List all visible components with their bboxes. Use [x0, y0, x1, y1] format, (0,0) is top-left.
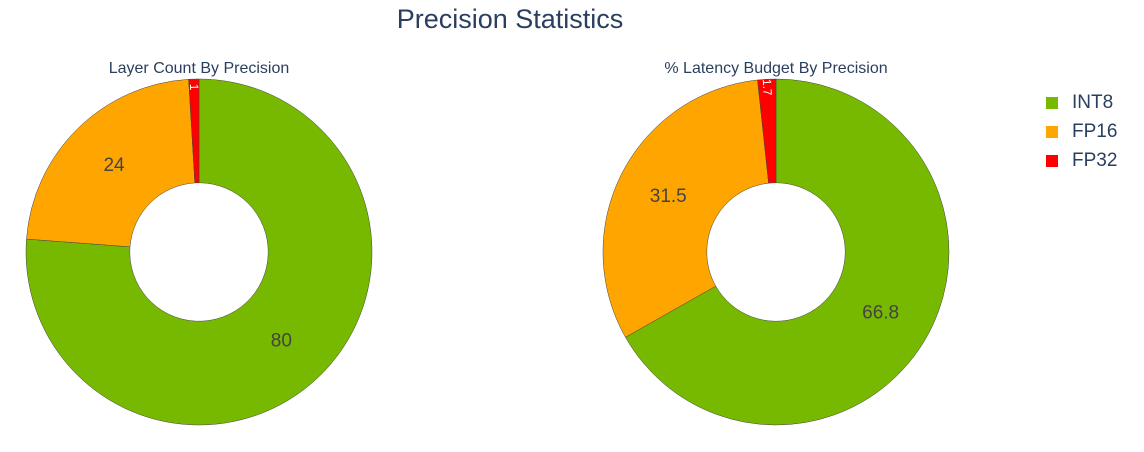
chart-subtitle-latency-budget: % Latency Budget By Precision	[664, 60, 888, 77]
legend-label-fp16: FP16	[1072, 120, 1118, 142]
legend-item-int8[interactable]: INT8	[1046, 88, 1117, 117]
legend-swatch-int8	[1046, 96, 1058, 109]
legend-item-fp16[interactable]: FP16	[1046, 117, 1117, 146]
legend-label-fp32: FP32	[1072, 149, 1118, 171]
slice-1-fp16[interactable]	[602, 79, 769, 338]
chart-subtitle-layer-count: Layer Count By Precision	[108, 60, 290, 77]
chart-title: Precision Statistics	[396, 4, 624, 34]
slice-label-0-fp32: 1	[187, 84, 201, 91]
legend-swatch-fp16	[1046, 125, 1058, 138]
slice-label-0-int8: 80	[271, 330, 292, 351]
legend-swatch-fp32	[1046, 154, 1058, 167]
legend-label-int8: INT8	[1072, 91, 1114, 113]
slice-label-1-int8: 66.8	[862, 302, 899, 323]
slice-label-1-fp32: 1.7	[760, 79, 775, 97]
slice-0-fp16[interactable]	[26, 79, 196, 248]
legend-item-fp32[interactable]: FP32	[1046, 146, 1117, 175]
legend: INT8 FP16 FP32	[1046, 88, 1117, 175]
slice-0-fp32[interactable]	[188, 78, 200, 184]
slice-1-int8[interactable]	[625, 78, 950, 426]
slice-1-fp32[interactable]	[757, 78, 777, 184]
slice-label-0-fp16: 24	[103, 155, 125, 176]
slice-label-1-fp16: 31.5	[650, 186, 687, 207]
